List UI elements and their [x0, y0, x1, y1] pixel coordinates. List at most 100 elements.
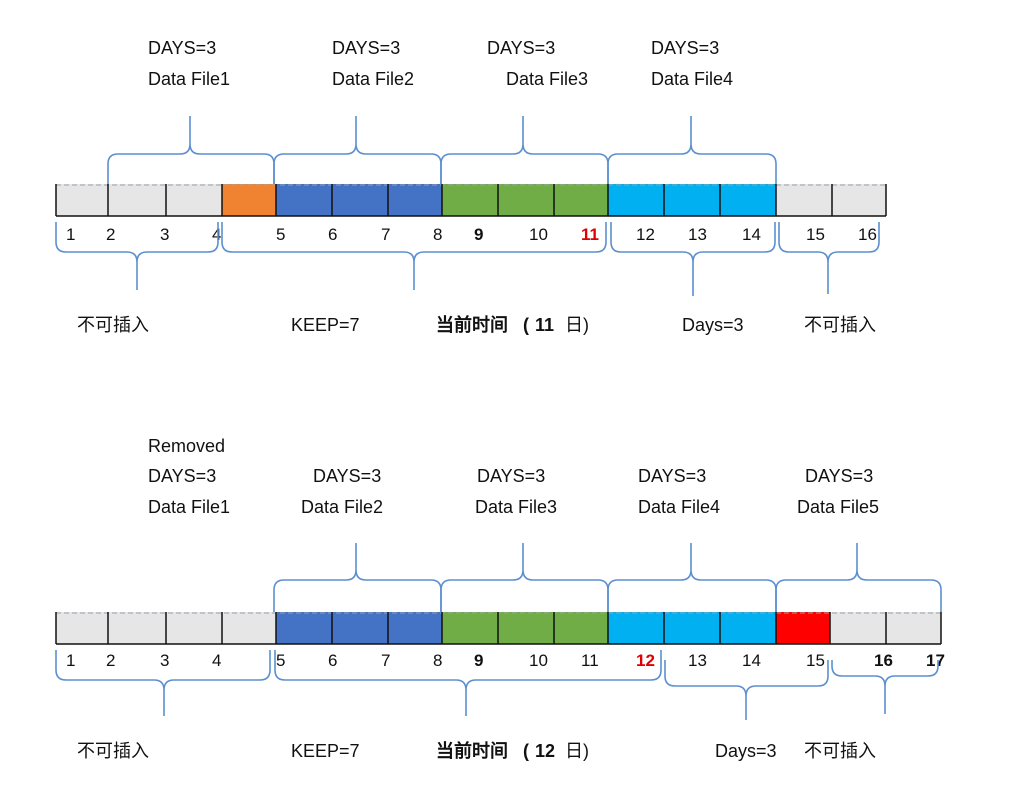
top-cell-15	[832, 184, 886, 216]
bottom-day-tick: 14	[742, 651, 761, 670]
top-file2-days: DAYS=3	[332, 38, 400, 58]
bottom-cell-7	[388, 612, 442, 644]
top-day-tick: 1	[66, 225, 75, 244]
bottom-file4-name: Data File4	[638, 497, 720, 517]
top-file1-brace	[107, 116, 275, 184]
top-keep-brace	[221, 222, 607, 290]
bottom-cell-12	[664, 612, 720, 644]
bottom-day-tick: 17	[926, 651, 945, 670]
bottom-file2-name: Data File2	[301, 497, 383, 517]
top-cell-2	[108, 184, 166, 216]
top-day-tick: 12	[636, 225, 655, 244]
bottom-current-day-close: 日)	[565, 741, 589, 761]
bottom-day-tick: 15	[806, 651, 825, 670]
top-file3-name: Data File3	[506, 69, 588, 89]
bottom-file2-brace	[273, 543, 442, 612]
bottom-file3-days: DAYS=3	[477, 466, 545, 486]
bottom-cell-15	[830, 612, 886, 644]
bottom-keep-label: KEEP=7	[291, 741, 360, 761]
top-timeline-section: DAYS=3 Data File1 DAYS=3 Data File2 DAYS…	[55, 38, 887, 335]
bottom-file3-name: Data File3	[475, 497, 557, 517]
bottom-day-tick: 4	[212, 651, 221, 670]
top-file4-name: Data File4	[651, 69, 733, 89]
top-day-tick: 2	[106, 225, 115, 244]
bottom-cell-9	[498, 612, 554, 644]
top-current-day-close: 日)	[565, 315, 589, 335]
top-current-day-open: (	[523, 315, 529, 335]
bottom-not-insertable-left-brace	[55, 650, 271, 716]
bottom-day-tick: 1	[66, 651, 75, 670]
top-day-tick: 8	[433, 225, 442, 244]
top-day-tick: 10	[529, 225, 548, 244]
bottom-file5-brace	[775, 543, 942, 612]
top-current-day-value: 11	[535, 315, 554, 335]
top-current-time-label: 当前时间	[436, 314, 508, 335]
bottom-day-tick: 9	[474, 651, 483, 670]
bottom-timeline-section: Removed DAYS=3 Data File1 DAYS=3 Data Fi…	[55, 436, 945, 761]
bottom-file4-days: DAYS=3	[638, 466, 706, 486]
top-day-tick: 15	[806, 225, 825, 244]
bottom-days-label: Days=3	[715, 741, 777, 761]
top-day-tick: 14	[742, 225, 761, 244]
top-day-tick: 3	[160, 225, 169, 244]
bottom-cell-bar	[55, 612, 942, 645]
bottom-days-brace	[664, 660, 829, 720]
bottom-cell-13	[720, 612, 776, 644]
top-cell-6	[332, 184, 388, 216]
bottom-file3-brace	[440, 543, 609, 612]
top-file1-days: DAYS=3	[148, 38, 216, 58]
top-day-ticks: 1 2 3 4 5 6 7 8 9 10 11 12 13 14 15 16	[66, 225, 877, 244]
bottom-cell-6	[332, 612, 388, 644]
top-file2-brace	[273, 116, 442, 184]
bottom-cell-14	[776, 612, 830, 644]
bottom-cell-2	[108, 612, 166, 644]
bottom-current-day-value: 12	[535, 741, 555, 761]
bottom-day-ticks: 1 2 3 4 5 6 7 8 9 10 11 12 13 14 15 16 17	[66, 651, 945, 670]
top-not-insertable-left: 不可插入	[77, 315, 149, 335]
top-cell-bar	[55, 184, 887, 217]
bottom-file4-brace	[607, 543, 777, 612]
bottom-not-insertable-right: 不可插入	[804, 741, 876, 761]
bottom-file5-days: DAYS=3	[805, 466, 873, 486]
top-days-label: Days=3	[682, 315, 744, 335]
bottom-keep-brace	[274, 650, 662, 716]
top-day-tick: 11	[581, 225, 599, 244]
bottom-day-tick: 2	[106, 651, 115, 670]
top-cell-11	[608, 184, 664, 216]
bottom-day-tick: 11	[581, 651, 599, 670]
top-days-brace	[610, 222, 776, 296]
top-not-insertable-right-brace	[778, 222, 880, 294]
top-cell-9	[498, 184, 554, 216]
bottom-file2-days: DAYS=3	[313, 466, 381, 486]
top-file2-name: Data File2	[332, 69, 414, 89]
bottom-day-tick: 7	[381, 651, 390, 670]
bottom-cell-4	[222, 612, 276, 644]
bottom-day-tick: 6	[328, 651, 337, 670]
top-cell-8	[442, 184, 498, 216]
top-cell-10	[554, 184, 608, 216]
bottom-day-tick: 10	[529, 651, 548, 670]
top-day-tick: 13	[688, 225, 707, 244]
top-file4-days: DAYS=3	[651, 38, 719, 58]
top-cell-7	[388, 184, 442, 216]
top-cell-1	[56, 184, 108, 216]
top-cell-4	[222, 184, 276, 216]
top-day-tick: 9	[474, 225, 483, 244]
top-file3-brace	[440, 116, 609, 184]
bottom-current-day-open: (	[523, 741, 529, 761]
top-day-tick: 4	[212, 225, 221, 244]
top-not-insertable-right: 不可插入	[804, 315, 876, 335]
top-not-insertable-left-brace	[55, 222, 219, 290]
bottom-day-tick: 8	[433, 651, 442, 670]
top-day-tick: 7	[381, 225, 390, 244]
bottom-cell-16	[886, 612, 941, 644]
top-keep-label: KEEP=7	[291, 315, 360, 335]
top-day-tick: 5	[276, 225, 285, 244]
bottom-day-tick: 5	[276, 651, 285, 670]
top-cell-12	[664, 184, 720, 216]
bottom-cell-3	[166, 612, 222, 644]
top-cell-5	[276, 184, 332, 216]
bottom-removed-label: Removed	[148, 436, 225, 456]
bottom-cell-1	[56, 612, 108, 644]
